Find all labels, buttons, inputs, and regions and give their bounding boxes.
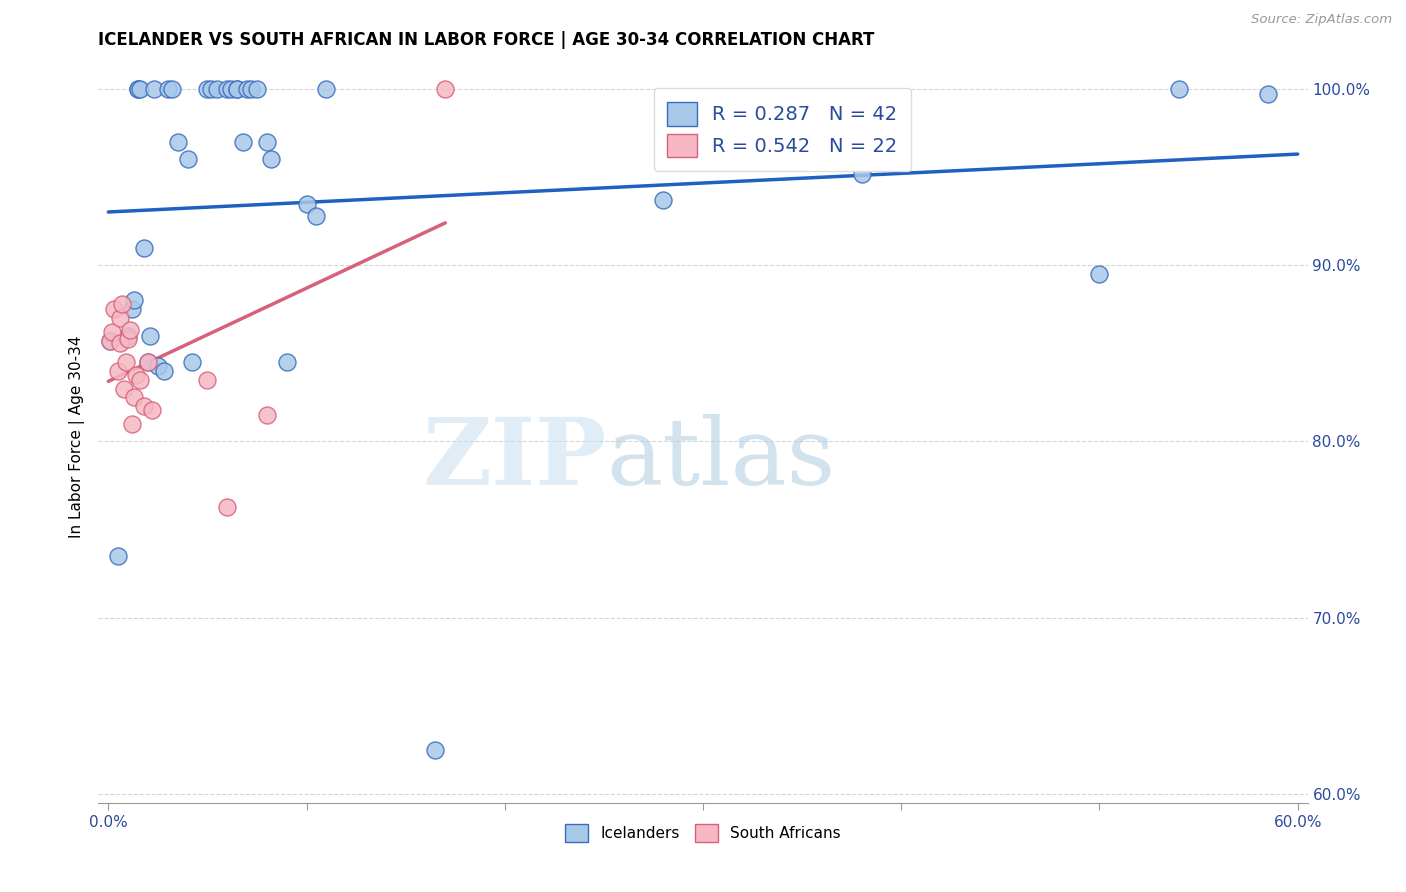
Point	[121, 302, 143, 317]
Point	[226, 82, 249, 96]
Point	[232, 135, 254, 149]
Point	[166, 135, 188, 149]
Point	[1088, 267, 1111, 281]
Point	[425, 743, 447, 757]
Point	[160, 82, 183, 96]
Point	[136, 355, 159, 369]
Point	[652, 193, 675, 207]
Point	[236, 82, 259, 96]
Point	[98, 334, 121, 348]
Point	[132, 399, 155, 413]
Point	[117, 332, 139, 346]
Point	[120, 323, 142, 337]
Point	[200, 82, 222, 96]
Point	[246, 82, 269, 96]
Point	[127, 82, 149, 96]
Point	[122, 293, 145, 308]
Point	[110, 311, 132, 326]
Point	[434, 82, 457, 96]
Point	[107, 364, 129, 378]
Point	[305, 209, 328, 223]
Point	[122, 391, 145, 405]
Legend: Icelanders, South Africans: Icelanders, South Africans	[558, 816, 848, 850]
Point	[180, 355, 202, 369]
Point	[1257, 87, 1279, 102]
Point	[851, 167, 873, 181]
Point	[1167, 82, 1189, 96]
Point	[260, 153, 283, 167]
Point	[103, 302, 125, 317]
Point	[256, 408, 278, 422]
Point	[207, 82, 229, 96]
Point	[127, 82, 149, 96]
Point	[115, 355, 138, 369]
Point	[219, 82, 242, 96]
Point	[217, 500, 239, 514]
Point	[139, 328, 162, 343]
Point	[98, 334, 121, 348]
Point	[276, 355, 298, 369]
Point	[110, 335, 132, 350]
Text: ICELANDER VS SOUTH AFRICAN IN LABOR FORCE | AGE 30-34 CORRELATION CHART: ICELANDER VS SOUTH AFRICAN IN LABOR FORC…	[98, 31, 875, 49]
Point	[156, 82, 179, 96]
Point	[146, 359, 169, 373]
Point	[101, 325, 124, 339]
Point	[197, 373, 219, 387]
Text: ZIP: ZIP	[422, 414, 606, 504]
Point	[240, 82, 263, 96]
Point	[112, 382, 135, 396]
Point	[111, 297, 134, 311]
Point	[132, 241, 155, 255]
Point	[176, 153, 198, 167]
Text: atlas: atlas	[606, 414, 835, 504]
Point	[136, 355, 159, 369]
Text: Source: ZipAtlas.com: Source: ZipAtlas.com	[1251, 13, 1392, 27]
Point	[141, 402, 163, 417]
Point	[129, 373, 152, 387]
Point	[256, 135, 278, 149]
Point	[295, 196, 318, 211]
Point	[125, 368, 148, 382]
Point	[226, 82, 249, 96]
Point	[217, 82, 239, 96]
Point	[121, 417, 143, 431]
Point	[142, 82, 165, 96]
Y-axis label: In Labor Force | Age 30-34: In Labor Force | Age 30-34	[69, 335, 84, 539]
Point	[315, 82, 337, 96]
Point	[129, 82, 152, 96]
Point	[107, 549, 129, 563]
Point	[153, 364, 176, 378]
Point	[117, 328, 139, 343]
Point	[197, 82, 219, 96]
